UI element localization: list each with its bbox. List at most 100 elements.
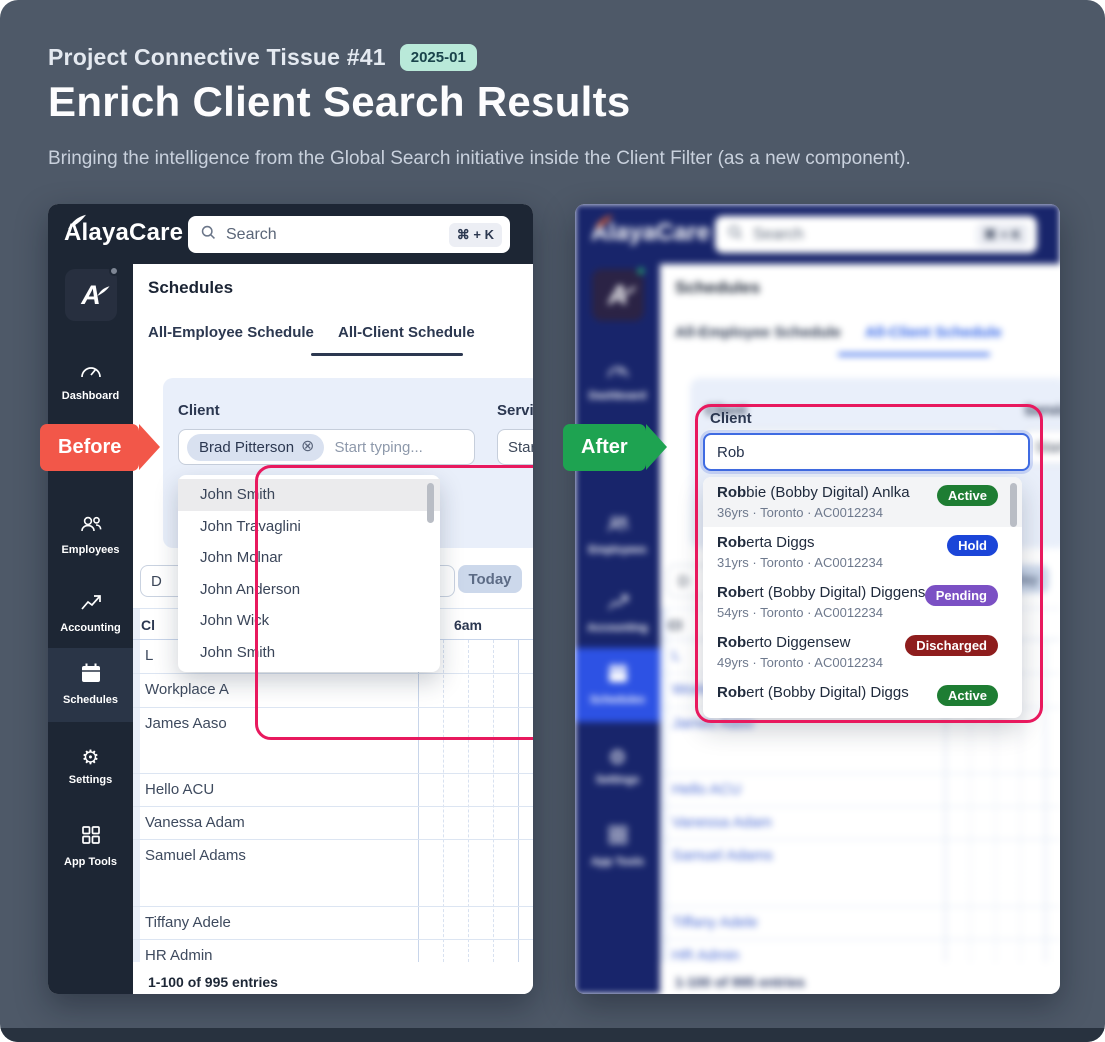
time-column-header: 6am <box>453 617 483 633</box>
sidebar-item-employees[interactable]: Employees <box>48 514 133 556</box>
global-search-input[interactable]: Search ⌘ + K <box>715 216 1037 253</box>
table-row[interactable]: Hello ACU <box>133 774 533 807</box>
selected-client-chip[interactable]: Brad Pitterson ⊗ <box>187 433 325 461</box>
client-results-dropdown: Robbie (Bobby Digital) Anlka 36yrs · Tor… <box>703 477 1022 718</box>
tab-all-client-schedule[interactable]: All-Client Schedule <box>338 324 475 341</box>
table-row[interactable]: Tiffany Adele <box>133 907 533 940</box>
grid-line <box>945 640 946 962</box>
table-gutter <box>133 608 140 962</box>
suggestion-item[interactable]: John Wick <box>200 612 270 630</box>
client-search-input[interactable]: Rob <box>703 433 1030 471</box>
sidebar-item-settings[interactable]: ⚙ Settings <box>68 747 113 786</box>
tab-all-employee-schedule[interactable]: All-Employee Schedule <box>148 324 314 341</box>
suggestion-item[interactable]: John Smith <box>178 479 440 511</box>
schedules-heading: Schedules <box>675 278 761 297</box>
global-search-input[interactable]: Search ⌘ + K <box>188 216 510 253</box>
leaf-icon <box>66 210 88 238</box>
active-tab-underline <box>838 353 990 356</box>
table-row[interactable]: HR Admin <box>672 947 740 964</box>
calendar-icon <box>79 662 103 684</box>
tab-all-client-schedule[interactable]: All-Client Schedule <box>865 324 1002 341</box>
table-row[interactable]: Workplace A <box>133 674 533 708</box>
query-text: Rob <box>717 443 745 461</box>
dropdown-scrollbar[interactable] <box>427 483 434 523</box>
status-dot <box>636 266 646 276</box>
sidebar-item-dashboard[interactable]: Dashboard <box>575 360 660 402</box>
sidebar-item-schedules[interactable]: Schedules <box>575 648 660 722</box>
grid-line <box>995 640 996 962</box>
sidebar-item-accounting[interactable]: Accounting <box>48 592 133 634</box>
service-filter-input[interactable]: Start <box>497 429 533 465</box>
client-filter-input[interactable]: Brad Pitterson ⊗ Start typing... <box>178 429 475 465</box>
sidebar-item-settings[interactable]: ⚙ Settings <box>595 747 640 786</box>
schedules-heading: Schedules <box>148 278 234 297</box>
sidebar-item-accounting[interactable]: Accounting <box>575 592 660 634</box>
result-meta: 49yrs · Toronto · AC0012234 <box>717 655 883 670</box>
project-title: Project Connective Tissue #41 <box>48 44 386 70</box>
gear-icon: ⚙ <box>608 747 627 769</box>
grid-line <box>418 640 419 962</box>
before-flag: Before <box>40 424 161 471</box>
sidebar-item-employees[interactable]: Employees <box>575 514 660 556</box>
active-tab-underline <box>311 353 463 356</box>
table-row[interactable]: HR Admin <box>145 947 213 964</box>
result-item[interactable]: Roberta Diggs 31yrs · Toronto · AC001223… <box>703 527 1022 577</box>
service-filter-label: Service <box>1024 402 1060 419</box>
status-badge: Discharged <box>905 635 998 656</box>
suggestion-item[interactable]: John Anderson <box>200 580 301 598</box>
entries-count: 1-100 of 995 entries <box>148 974 278 990</box>
search-icon <box>727 224 744 246</box>
status-badge: Pending <box>924 585 998 606</box>
sidebar-item-dashboard[interactable]: Dashboard <box>48 360 133 402</box>
grid-line <box>518 640 519 962</box>
dashboard-icon <box>606 360 630 380</box>
org-avatar[interactable]: A <box>65 266 119 321</box>
result-meta: 54yrs · Toronto · AC0012234 <box>717 605 883 620</box>
result-item[interactable]: Robert (Bobby Digital) Diggens... 54yrs … <box>703 577 1022 627</box>
sidebar-item-app-tools[interactable]: App Tools <box>48 824 133 868</box>
bottom-strip <box>0 1028 1105 1042</box>
sidebar-item-app-tools[interactable]: App Tools <box>575 824 660 868</box>
table-gutter <box>660 608 667 962</box>
table-row[interactable]: Vanessa Adam <box>660 807 1060 840</box>
chip-remove-icon[interactable]: ⊗ <box>301 438 315 455</box>
grid-line <box>970 640 971 962</box>
calendar-icon <box>606 662 630 684</box>
grid-line <box>443 640 444 962</box>
suggestion-item[interactable]: John Smith <box>200 643 276 661</box>
table-row[interactable]: Samuel Adams <box>660 840 1060 907</box>
suggestion-item[interactable]: John Molnar <box>200 549 283 567</box>
suggestion-item[interactable]: John Travaglini <box>200 517 301 535</box>
table-row[interactable]: James Aaso <box>133 708 533 774</box>
client-filter-label: Client <box>710 410 752 427</box>
brand-text: AlayaCare <box>591 219 711 246</box>
app-topbar: AlayaCare Search ⌘ + K <box>48 204 533 264</box>
client-suggestions-dropdown: John Smith John Travaglini John Molnar J… <box>178 475 440 672</box>
result-item[interactable]: Robbie (Bobby Digital) Anlka 36yrs · Tor… <box>703 477 1022 527</box>
table-row[interactable]: Hello ACU <box>660 774 1060 807</box>
table-row[interactable]: L <box>133 640 533 674</box>
table-row[interactable]: Samuel Adams <box>133 840 533 907</box>
status-badge: Active <box>936 685 998 706</box>
dropdown-scrollbar[interactable] <box>1010 483 1017 527</box>
avatar-letter: A <box>608 279 628 310</box>
table-row[interactable]: Tiffany Adele <box>660 907 1060 940</box>
chip-label: Brad Pitterson <box>199 438 295 456</box>
sidebar-item-schedules[interactable]: Schedules <box>48 648 133 722</box>
table-row[interactable]: James Aaso <box>660 708 1060 774</box>
app-grid-icon <box>607 824 629 846</box>
status-badge: Hold <box>947 535 998 556</box>
app-grid-icon <box>80 824 102 846</box>
grid-line <box>468 640 469 962</box>
gear-icon: ⚙ <box>81 747 100 769</box>
alayacare-logo: AlayaCare <box>591 214 711 247</box>
tab-all-employee-schedule[interactable]: All-Employee Schedule <box>675 324 841 341</box>
result-item[interactable]: Robert (Bobby Digital) Diggs Active <box>703 677 1022 718</box>
table-row[interactable]: Vanessa Adam <box>133 807 533 840</box>
today-button[interactable]: Today <box>458 565 522 593</box>
org-avatar[interactable]: A <box>592 266 646 321</box>
leaf-icon <box>623 273 638 304</box>
search-placeholder: Search <box>753 225 804 243</box>
search-placeholder: Search <box>226 225 277 243</box>
result-item[interactable]: Roberto Diggensew 49yrs · Toronto · AC00… <box>703 627 1022 677</box>
